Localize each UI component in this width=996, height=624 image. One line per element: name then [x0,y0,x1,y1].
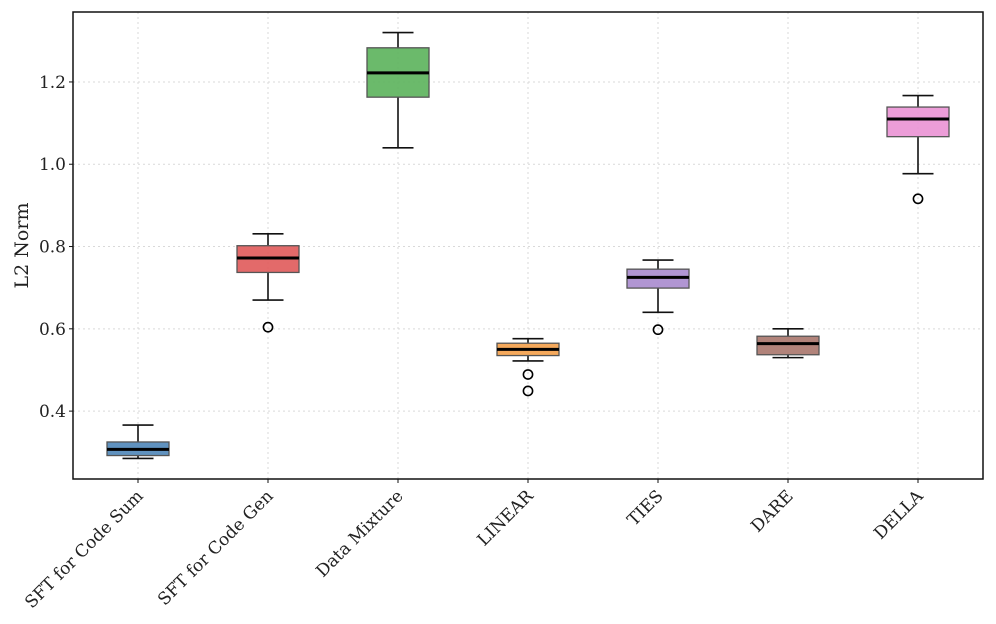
iqr-box [756,335,820,356]
x-tick-label: LINEAR [474,486,539,551]
y-tick-label: 0.4 [39,402,66,422]
x-axis-ticks: SFT for Code Sum SFT for Code Gen Data Mix… [21,479,928,613]
outlier-point [262,321,274,333]
y-axis-ticks: 0.4 0.6 0.8 1.0 1.2 [39,73,73,422]
box-ties [626,259,690,336]
x-tick-label: Data Mixture [312,486,407,581]
box-series [106,31,950,460]
outlier-point [652,324,664,336]
y-tick-label: 1.2 [39,73,66,93]
box-linear [496,337,560,397]
box-sft-for-code-gen [236,232,300,333]
y-tick-label: 0.8 [39,238,66,258]
grid-lines [73,12,983,479]
y-tick-label: 0.6 [39,320,66,340]
y-axis-label: L2 Norm [11,203,33,289]
box-della [886,94,950,205]
x-tick-label: SFT for Code Sum [21,486,147,612]
x-tick-label: DARE [747,486,797,536]
outlier-point [522,369,534,380]
y-tick-label: 1.0 [39,155,66,175]
box-sft-for-code-sum [106,424,170,460]
outlier-point [522,385,534,397]
x-tick-label: DELLA [870,486,928,544]
box-dare [756,328,820,359]
x-tick-label: SFT for Code Gen [154,486,277,609]
outlier-point [912,193,924,205]
box-data-mixture [366,31,430,149]
iqr-box [886,106,950,138]
x-tick-label: TIES [624,486,668,530]
